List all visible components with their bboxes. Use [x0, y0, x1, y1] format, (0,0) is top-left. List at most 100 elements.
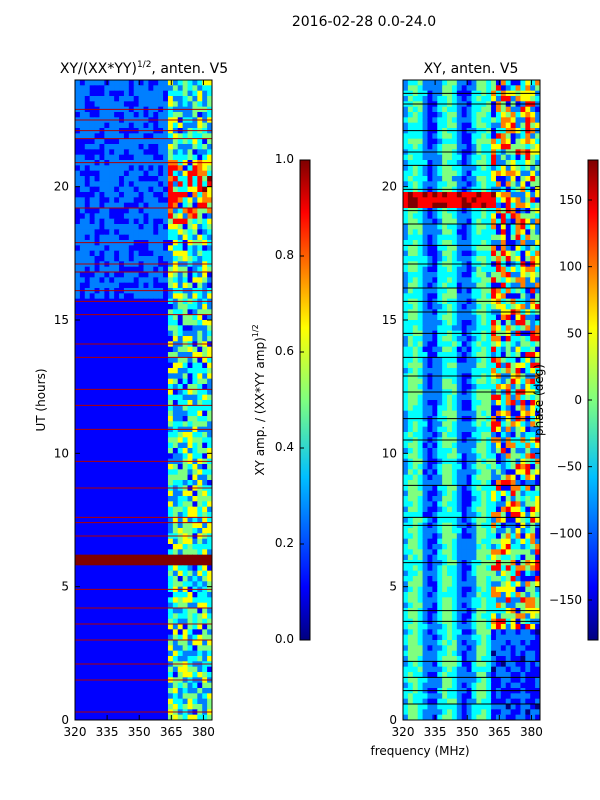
heatmap-cell	[177, 464, 184, 470]
heatmap-cell	[153, 336, 159, 342]
y-tick-label: 20	[54, 180, 69, 194]
heatmap-cell	[530, 288, 536, 294]
heatmap-cell	[138, 666, 145, 673]
heatmap-cell	[133, 629, 140, 636]
heatmap-cell	[119, 704, 125, 710]
heatmap-cell	[417, 240, 424, 246]
heatmap-cell	[143, 565, 149, 572]
heatmap-cell	[158, 304, 164, 310]
heatmap-cell	[187, 80, 194, 86]
heatmap-cell	[525, 213, 531, 220]
heatmap-cell	[535, 336, 540, 342]
heatmap-cell	[167, 517, 174, 524]
heatmap-cell	[177, 448, 184, 454]
heatmap-cell	[500, 325, 507, 332]
heatmap-cell	[515, 229, 522, 236]
heatmap-cell	[177, 432, 184, 438]
heatmap-cell	[202, 629, 208, 636]
heatmap-cell	[520, 314, 526, 321]
heatmap-cell	[427, 272, 433, 278]
heatmap-cell	[119, 346, 125, 353]
heatmap-cell	[84, 613, 91, 620]
heatmap-cell	[520, 213, 526, 220]
heatmap-cell	[182, 229, 189, 236]
heatmap-cell	[197, 245, 203, 252]
heatmap-cell	[119, 634, 125, 641]
heatmap-cell	[202, 693, 208, 700]
heatmap-cell	[153, 234, 159, 241]
heatmap-cell	[202, 474, 208, 481]
heatmap-cell	[75, 682, 81, 689]
heatmap-cell	[495, 288, 502, 294]
heatmap-cell	[422, 336, 429, 342]
heatmap-cell	[535, 202, 540, 209]
heatmap-cell	[437, 346, 443, 353]
heatmap-cell	[119, 213, 125, 220]
heatmap-cell	[187, 165, 194, 172]
heatmap-cell	[99, 250, 105, 257]
heatmap-cell	[491, 266, 497, 273]
heatmap-cell	[535, 117, 540, 124]
heatmap-cell	[84, 272, 91, 278]
heatmap-cell	[197, 314, 203, 321]
heatmap-cell	[133, 181, 140, 188]
heatmap-cell	[133, 506, 140, 513]
heatmap-cell	[461, 122, 468, 129]
heatmap-cell	[481, 293, 487, 300]
heatmap-cell	[133, 96, 140, 102]
heatmap-cell	[128, 330, 135, 337]
heatmap-cell	[412, 240, 419, 246]
heatmap-cell	[486, 357, 492, 364]
heatmap-cell	[481, 272, 487, 278]
heatmap-cell	[104, 613, 110, 620]
heatmap-cell	[148, 101, 154, 108]
heatmap-cell	[451, 112, 458, 118]
heatmap-cell	[153, 202, 159, 209]
heatmap-cell	[114, 501, 120, 508]
heatmap-cell	[442, 336, 448, 342]
heatmap-cell	[182, 304, 189, 310]
heatmap-cell	[451, 80, 458, 86]
heatmap-cell	[99, 384, 105, 390]
heatmap-cell	[442, 266, 448, 273]
heatmap-cell	[99, 421, 105, 428]
heatmap-cell	[515, 192, 522, 198]
heatmap-cell	[128, 714, 135, 720]
heatmap-cell	[138, 325, 145, 332]
heatmap-cell	[104, 362, 110, 369]
heatmap-cell	[104, 368, 110, 374]
heatmap-cell	[500, 293, 507, 300]
heatmap-cell	[182, 373, 189, 380]
heatmap-cell	[197, 442, 203, 449]
heatmap-cell	[535, 160, 540, 166]
heatmap-cell	[89, 576, 96, 582]
heatmap-cell	[153, 464, 159, 470]
heatmap-cell	[530, 277, 536, 284]
heatmap-cell	[202, 549, 208, 556]
heatmap-cell	[172, 442, 179, 449]
heatmap-cell	[481, 218, 487, 225]
heatmap-cell	[192, 96, 198, 102]
heatmap-cell	[432, 314, 438, 321]
heatmap-cell	[451, 181, 458, 188]
heatmap-cell	[442, 160, 448, 166]
heatmap-cell	[143, 506, 149, 513]
y-tick-label: 5	[61, 580, 69, 594]
heatmap-cell	[520, 224, 526, 230]
heatmap-cell	[143, 325, 149, 332]
heatmap-cell	[207, 250, 212, 257]
heatmap-cell	[143, 624, 149, 630]
heatmap-cell	[481, 202, 487, 209]
heatmap-cell	[427, 277, 433, 284]
heatmap-cell	[143, 682, 149, 689]
heatmap-cell	[182, 554, 189, 561]
heatmap-cell	[451, 197, 458, 204]
heatmap-cell	[158, 266, 164, 273]
heatmap-cell	[481, 165, 487, 172]
heatmap-cell	[104, 496, 110, 502]
heatmap-cell	[89, 634, 96, 641]
heatmap-cell	[192, 400, 198, 406]
heatmap-cell	[138, 416, 145, 422]
heatmap-cell	[84, 314, 91, 321]
heatmap-cell	[104, 234, 110, 241]
